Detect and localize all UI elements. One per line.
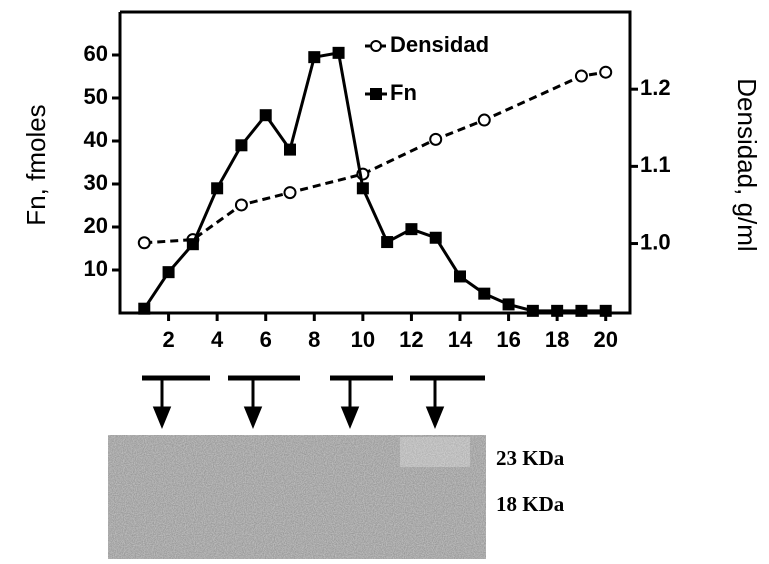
point [357,182,369,194]
y-tick-label: 50 [84,84,108,109]
point [478,288,490,300]
figure: Fn, fmoles Densidad, g/ml 23 KDa 18 KDa … [0,0,769,559]
y-tick-label: 30 [84,170,108,195]
point [308,51,320,63]
y-tick-label: 20 [84,213,108,238]
legend-label: Fn [390,80,417,105]
point [551,305,563,317]
point [503,298,515,310]
x-tick-label: 8 [308,327,320,352]
point [187,238,199,250]
point [139,237,150,248]
point [138,303,150,315]
point [235,139,247,151]
y2-tick-label: 1.0 [640,229,671,254]
arrows [155,378,442,425]
point [430,232,442,244]
point [576,71,587,82]
x-tick-label: 2 [162,327,174,352]
point [479,115,490,126]
y-tick-label: 10 [84,256,108,281]
point [527,305,539,317]
x-tick-label: 12 [399,327,423,352]
x-tick-label: 4 [211,327,224,352]
y2-tick-label: 1.1 [640,152,671,177]
y2-tick-label: 1.2 [640,75,671,100]
point [285,187,296,198]
y-axis-label: Fn, fmoles [21,104,51,225]
x-tick-label: 18 [545,327,569,352]
point [211,182,223,194]
point [333,47,345,59]
point [575,305,587,317]
gel [108,435,486,559]
x-tick-label: 20 [593,327,617,352]
point [236,199,247,210]
x-tick-label: 16 [496,327,520,352]
x-tick-label: 14 [448,327,473,352]
point [381,236,393,248]
gel-label: 18 KDa [496,492,565,516]
y2-axis-label: Densidad, g/ml [732,78,762,251]
x-tick-label: 6 [260,327,272,352]
point [600,305,612,317]
point [454,270,466,282]
legend-label: Densidad [390,32,489,57]
point [430,134,441,145]
legend-marker [371,41,381,51]
x-tick-label: 10 [351,327,375,352]
point [405,223,417,235]
point [284,144,296,156]
y-tick-label: 60 [84,41,108,66]
gel-label: 23 KDa [496,446,565,470]
axes-frame [120,12,630,313]
point [260,109,272,121]
legend-marker [370,88,382,100]
point [163,266,175,278]
point [600,67,611,78]
y-tick-label: 40 [84,127,108,152]
